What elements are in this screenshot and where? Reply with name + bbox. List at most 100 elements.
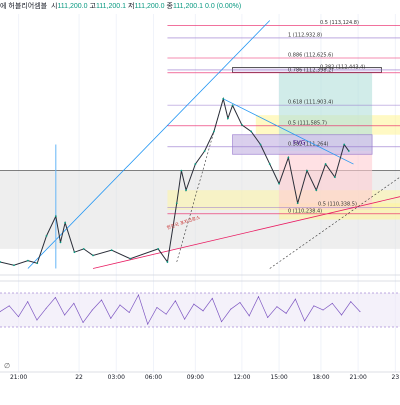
rsi-point [322, 309, 324, 311]
symbol-title: 에 허블리어셈블 [0, 3, 48, 10]
price-point [73, 251, 76, 254]
indicator-hint: ∅ [4, 362, 10, 370]
rsi-line [0, 294, 361, 326]
trend-line [92, 196, 400, 269]
x-tick-label: 21:00 [10, 374, 27, 381]
price-point [129, 257, 132, 260]
price-point [59, 241, 62, 244]
x-tick-label: 23 [392, 374, 400, 381]
rsi-point [350, 301, 352, 303]
rsi-point [45, 307, 47, 309]
price-point [213, 130, 215, 133]
price-point [231, 104, 234, 107]
price-point [250, 130, 253, 133]
rsi-point [110, 317, 112, 319]
price-point [64, 221, 67, 224]
rsi-band [0, 293, 400, 327]
fib-label: 0.5 (111,585.7) [288, 120, 327, 126]
price-point [315, 189, 318, 192]
price-point [175, 202, 178, 205]
rsi-point [17, 316, 19, 318]
price-point [324, 163, 327, 165]
ohlc-value: 111,200.0 [57, 3, 90, 10]
price-point [157, 248, 160, 250]
rsi-point [137, 294, 139, 296]
price-point [347, 150, 350, 152]
ohlc-key: 저 [127, 3, 135, 10]
price-point [13, 264, 15, 267]
rsi-point [257, 296, 259, 298]
price-point [278, 182, 280, 185]
fib-label: 0.382 (112,443.4) [320, 64, 365, 70]
ohlc-key: 종 [166, 3, 173, 10]
ohlc-readout: 시111,200.0 고111,200.1 저111,200.0 종111,20… [51, 3, 241, 10]
rsi-point [0, 311, 1, 313]
fvg-box [232, 134, 373, 155]
fib-label: 0.382 (111,264) [288, 141, 329, 147]
price-point [203, 150, 206, 152]
x-tick-label: 15:00 [270, 374, 287, 381]
fvg-label: FVG [293, 140, 306, 147]
price-point [110, 249, 113, 252]
rsi-point [285, 312, 287, 314]
ohlc-value: 111,200.1 [172, 3, 205, 10]
fib-label: 0 (110,238.4) [288, 208, 322, 214]
rsi-point [221, 321, 223, 323]
x-tick-label: 03:00 [108, 374, 125, 381]
rsi-point [73, 302, 75, 304]
rsi-point [36, 319, 38, 321]
fib-label: 0.5 (110,338.5) [318, 202, 357, 208]
rsi-point [294, 298, 296, 300]
rsi-point [174, 300, 176, 302]
price-point [343, 143, 346, 146]
rsi-point [230, 308, 232, 310]
x-tick-label: 18:00 [312, 374, 329, 381]
rsi-point [193, 303, 195, 305]
rsi-point [8, 305, 10, 307]
x-tick-label: 12:00 [233, 374, 250, 381]
rsi-point [184, 318, 186, 320]
ohlc-value: 111,200.1 [95, 3, 128, 10]
price-point [36, 262, 39, 265]
rsi-point [248, 315, 250, 317]
rsi-point [341, 314, 343, 316]
rsi-point [54, 297, 56, 298]
price-point [54, 215, 57, 218]
price-point [240, 124, 243, 126]
rsi-point [128, 312, 130, 313]
price-point [296, 202, 299, 205]
price-point [166, 261, 169, 263]
price-point [27, 259, 29, 262]
rsi-point [359, 311, 361, 313]
fib-label: 0.5 (113,124.8) [320, 20, 359, 26]
rsi-point [147, 323, 149, 325]
rsi-point [276, 306, 278, 308]
rsi-point [101, 299, 103, 301]
trend-line [269, 176, 400, 269]
rsi-point [156, 307, 158, 308]
rsi-point [331, 302, 333, 304]
price-point [306, 169, 308, 172]
ohlc-key: 고 [89, 3, 96, 10]
price-point [259, 143, 262, 146]
rsi-point [165, 313, 167, 315]
rsi-point [64, 314, 66, 316]
x-tick-label: 21:00 [349, 374, 366, 381]
rsi-point [119, 304, 121, 306]
ohlc-key: 시 [50, 3, 58, 10]
ohlc-value: 111,200.0 [134, 3, 167, 10]
price-point [227, 117, 229, 120]
fib-label: 1 (112,932.8) [288, 32, 322, 38]
rsi-point [239, 302, 241, 303]
price-point [333, 176, 336, 179]
rsi-point [91, 309, 93, 311]
price-point [185, 189, 187, 192]
x-tick-label: 22 [75, 374, 83, 381]
fib-label: 0.618 (111,903.4) [288, 100, 333, 106]
rsi-point [211, 297, 213, 299]
price-point [0, 261, 1, 263]
price-point [92, 254, 94, 257]
price-point [180, 169, 183, 172]
